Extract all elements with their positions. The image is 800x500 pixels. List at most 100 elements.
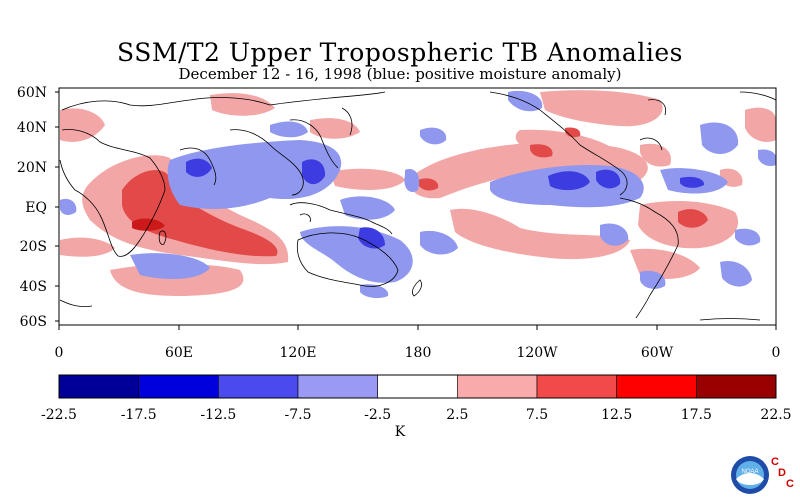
cdc-letter: C bbox=[771, 456, 779, 468]
anomaly-region bbox=[340, 196, 395, 220]
coastline-europe-asia bbox=[61, 91, 386, 196]
coastline-australia bbox=[296, 232, 399, 287]
anomaly-region bbox=[404, 169, 420, 193]
lon-label: 0 bbox=[55, 345, 64, 361]
anomaly-region bbox=[548, 171, 590, 191]
noaa-logo-text: NOAA bbox=[741, 469, 758, 475]
anomaly-region bbox=[530, 144, 553, 158]
anomaly-region bbox=[720, 260, 752, 287]
coastline-antarctica bbox=[59, 299, 761, 321]
strong-negative-anomaly-regions bbox=[186, 158, 705, 249]
lat-label: 40N bbox=[17, 120, 47, 136]
anomaly-region bbox=[122, 170, 278, 257]
colorbar-cell bbox=[138, 374, 219, 399]
longitude-axis: 0 60E 120E 180 120W 60W 0 bbox=[55, 325, 781, 361]
noaa-logo: NOAA bbox=[730, 455, 770, 495]
colorbar-cell bbox=[536, 374, 617, 399]
coastline-east-asia bbox=[289, 107, 353, 169]
colorbar-cell bbox=[377, 374, 458, 399]
anomaly-region bbox=[132, 218, 165, 231]
colorbar-tick-label: -7.5 bbox=[285, 407, 312, 423]
lat-label: 20S bbox=[20, 239, 47, 255]
map-plot bbox=[58, 87, 777, 326]
anomaly-region bbox=[680, 176, 705, 188]
anomaly-region bbox=[418, 178, 439, 191]
anomaly-region bbox=[540, 90, 663, 127]
lon-label: 60W bbox=[641, 345, 674, 361]
colorbar-cell bbox=[297, 374, 378, 399]
anomaly-region bbox=[409, 142, 648, 199]
lat-label: 20N bbox=[17, 160, 47, 176]
anomaly-region bbox=[420, 230, 458, 255]
anomaly-region bbox=[758, 149, 776, 167]
colorbar-cell bbox=[218, 374, 299, 399]
colorbar-cell bbox=[457, 374, 538, 399]
colorbar-cell bbox=[616, 374, 697, 399]
colorbar-tick-label: -2.5 bbox=[364, 407, 391, 423]
colorbar-tick-label: -22.5 bbox=[41, 407, 77, 423]
colorbar: -22.5 -17.5 -12.5 -7.5 -2.5 2.5 7.5 12.5 17.5 22.… bbox=[41, 374, 792, 423]
anomaly-region bbox=[596, 169, 621, 189]
anomaly-region bbox=[600, 223, 629, 246]
cdc-letter: D bbox=[778, 467, 786, 479]
colorbar-tick-label: 17.5 bbox=[681, 407, 712, 423]
coastline-madagascar bbox=[158, 230, 167, 245]
coastline-new-zealand bbox=[412, 279, 422, 297]
anomaly-region bbox=[210, 93, 275, 116]
chart-title: SSM/T2 Upper Tropospheric TB Anomalies bbox=[117, 38, 683, 67]
colorbar-tick-label: 7.5 bbox=[526, 407, 548, 423]
anomaly-region bbox=[678, 209, 708, 228]
lat-label: EQ bbox=[25, 200, 47, 216]
anomaly-region bbox=[450, 208, 630, 260]
lon-label: 180 bbox=[405, 345, 432, 361]
anomaly-region bbox=[130, 253, 210, 280]
lon-label: 120W bbox=[516, 345, 558, 361]
latitude-axis: 60N 40N 20N EQ 20S 40S 60S bbox=[17, 85, 59, 330]
lat-label: 60N bbox=[17, 85, 47, 101]
lat-label: 60S bbox=[20, 314, 47, 330]
anomaly-region bbox=[330, 168, 405, 190]
lon-label: 0 bbox=[772, 345, 781, 361]
colorbar-tick-label: -12.5 bbox=[200, 407, 236, 423]
coastline-south-america bbox=[619, 197, 679, 319]
coastline-greenland bbox=[739, 91, 777, 101]
cdc-letter: C bbox=[786, 478, 794, 490]
colorbar-tick-label: 22.5 bbox=[760, 407, 791, 423]
anomaly-region bbox=[640, 270, 666, 289]
anomaly-region bbox=[186, 158, 212, 177]
anomaly-region bbox=[745, 107, 776, 142]
colorbar-cell bbox=[58, 374, 139, 399]
anomaly-region bbox=[60, 237, 115, 257]
strong-positive-anomaly-regions bbox=[122, 127, 708, 257]
anomaly-region bbox=[270, 121, 308, 138]
coastline-maritime-continent bbox=[289, 202, 393, 235]
anomaly-region bbox=[302, 159, 326, 185]
anomaly-region bbox=[360, 284, 389, 299]
chart-subtitle: December 12 - 16, 1998 (blue: positive m… bbox=[178, 65, 622, 83]
anomaly-region bbox=[565, 127, 581, 138]
anomaly-region bbox=[167, 140, 342, 210]
anomaly-region bbox=[735, 228, 761, 246]
anomaly-region bbox=[420, 127, 447, 145]
coastline-north-america bbox=[489, 91, 667, 196]
anomaly-region bbox=[358, 227, 385, 249]
anomaly-region bbox=[640, 143, 671, 167]
lon-label: 60E bbox=[165, 345, 193, 361]
peak-positive-anomaly bbox=[132, 218, 165, 231]
anomaly-region bbox=[310, 118, 360, 139]
coastline-africa bbox=[59, 129, 166, 257]
lat-label: 40S bbox=[20, 279, 47, 295]
anomaly-region bbox=[300, 226, 413, 283]
negative-anomaly-regions bbox=[60, 90, 776, 299]
anomaly-region bbox=[60, 108, 105, 142]
anomaly-region bbox=[60, 198, 77, 215]
colorbar-unit-label: K bbox=[394, 424, 406, 440]
lon-label: 120E bbox=[280, 345, 317, 361]
colorbar-tick-label: 2.5 bbox=[446, 407, 468, 423]
coastlines bbox=[59, 91, 777, 321]
colorbar-tick-label: 12.5 bbox=[601, 407, 632, 423]
anomaly-region bbox=[700, 122, 739, 155]
colorbar-cell bbox=[696, 374, 777, 399]
colorbar-tick-label: -17.5 bbox=[121, 407, 157, 423]
